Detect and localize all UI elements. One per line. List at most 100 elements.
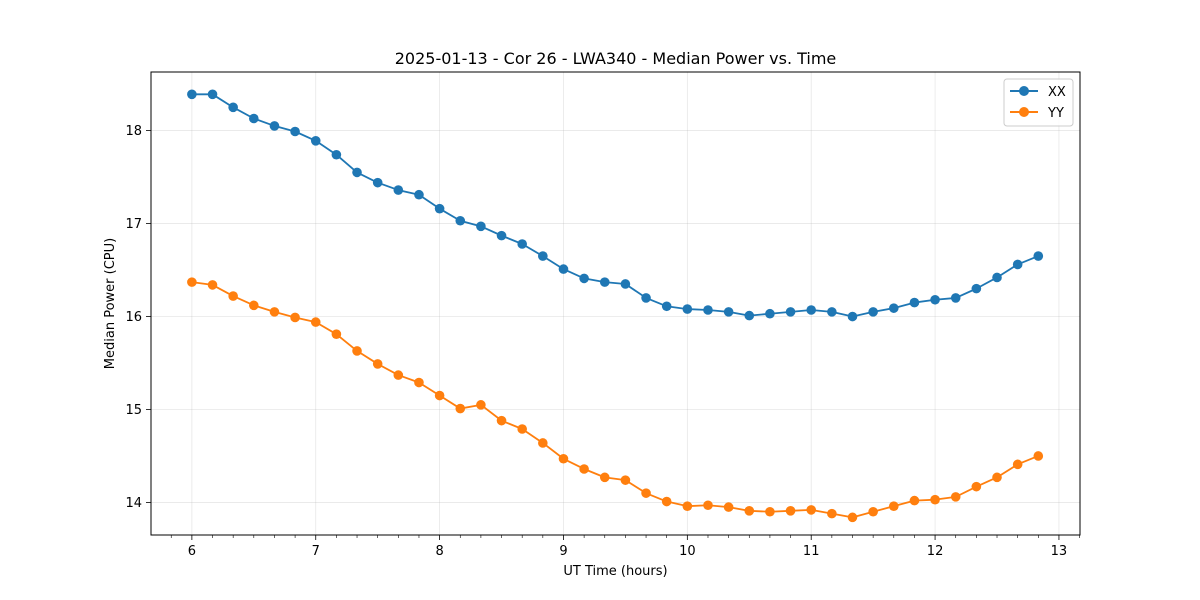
data-point-yy xyxy=(703,500,713,511)
data-point-yy xyxy=(909,495,920,506)
x-tick-label: 8 xyxy=(435,544,443,559)
data-point-xx xyxy=(703,305,713,315)
x-tick-label: 9 xyxy=(559,544,567,559)
data-point-xx xyxy=(393,185,404,195)
series-line-yy xyxy=(191,281,1039,519)
data-point-yy xyxy=(847,512,858,523)
data-point-xx xyxy=(228,102,238,113)
data-point-xx xyxy=(827,307,837,317)
legend-label-yy: YY xyxy=(1047,106,1064,121)
data-point-xx xyxy=(455,215,466,226)
data-point-yy xyxy=(249,300,259,311)
data-point-yy xyxy=(744,506,755,516)
data-point-xx xyxy=(1012,259,1023,270)
data-point-xx xyxy=(930,294,940,305)
data-point-yy xyxy=(228,291,238,301)
data-point-yy xyxy=(868,506,878,517)
data-point-xx xyxy=(207,89,218,100)
data-point-xx xyxy=(310,136,321,146)
data-point-yy xyxy=(538,438,548,448)
data-point-xx xyxy=(187,89,197,100)
data-point-xx xyxy=(971,283,982,294)
data-point-yy xyxy=(372,359,383,369)
y-tick-label: 16 xyxy=(125,310,142,325)
grid xyxy=(151,72,1080,535)
data-point-xx xyxy=(620,279,631,289)
data-point-xx xyxy=(765,308,775,319)
data-point-yy xyxy=(599,472,610,483)
y-tick-label: 18 xyxy=(125,124,142,139)
data-point-xx xyxy=(352,167,362,178)
data-point-xx xyxy=(1033,251,1044,261)
y-tick-label: 14 xyxy=(125,496,142,511)
data-point-xx xyxy=(661,301,672,312)
data-point-yy xyxy=(352,346,362,356)
data-point-yy xyxy=(207,280,218,290)
data-point-yy xyxy=(393,370,404,380)
legend-marker-xx xyxy=(1019,86,1029,96)
legend-marker-yy xyxy=(1019,107,1029,117)
data-point-yy xyxy=(1012,459,1023,470)
data-point-yy xyxy=(1033,451,1044,461)
data-point-xx xyxy=(269,121,280,131)
data-point-yy xyxy=(785,506,796,516)
data-point-xx xyxy=(599,277,610,287)
data-point-yy xyxy=(992,472,1002,483)
data-point-xx xyxy=(372,177,383,188)
axes: 6 7 8 9 10 11 12 13 14 15 16 17 18 xyxy=(125,124,1080,559)
data-point-xx xyxy=(517,239,527,249)
data-point-yy xyxy=(476,400,486,410)
data-point-xx xyxy=(682,304,693,314)
data-point-yy xyxy=(950,492,961,502)
data-point-xx xyxy=(909,297,920,308)
x-tick-label: 7 xyxy=(312,544,320,559)
x-tick-label: 10 xyxy=(679,544,696,559)
chart-title: 2025-01-13 - Cor 26 - LWA340 - Median Po… xyxy=(395,49,837,68)
data-point-yy xyxy=(682,501,693,511)
data-point-xx xyxy=(992,272,1002,283)
data-point-xx xyxy=(868,307,878,317)
legend: XX YY xyxy=(1003,78,1074,127)
data-point-xx xyxy=(744,310,755,321)
data-point-xx xyxy=(579,273,589,284)
data-point-yy xyxy=(579,464,589,474)
data-point-yy xyxy=(187,277,197,287)
y-tick-label: 15 xyxy=(125,403,142,418)
data-point-yy xyxy=(641,488,651,498)
data-point-xx xyxy=(847,311,858,322)
data-point-yy xyxy=(765,506,775,517)
data-point-xx xyxy=(641,293,651,303)
data-point-yy xyxy=(620,475,631,485)
y-axis-label: Median Power (CPU) xyxy=(103,238,118,369)
data-point-yy xyxy=(496,415,507,426)
series-line-xx xyxy=(191,93,1039,318)
data-point-yy xyxy=(723,502,734,512)
x-tick-label: 11 xyxy=(803,544,820,559)
x-tick-label: 6 xyxy=(188,544,196,559)
data-point-xx xyxy=(723,307,734,317)
data-point-xx xyxy=(414,189,424,200)
data-point-yy xyxy=(269,307,280,317)
data-point-yy xyxy=(558,453,569,464)
data-point-yy xyxy=(661,496,672,507)
data-point-yy xyxy=(888,501,899,511)
data-point-xx xyxy=(496,230,507,241)
data-point-yy xyxy=(434,390,445,401)
data-point-xx xyxy=(290,126,300,137)
data-point-yy xyxy=(414,377,424,388)
data-point-xx xyxy=(249,113,259,124)
data-point-yy xyxy=(310,317,321,327)
x-tick-label: 13 xyxy=(1051,544,1068,559)
x-tick-label: 12 xyxy=(927,544,944,559)
data-point-xx xyxy=(476,221,486,232)
data-point-xx xyxy=(785,307,796,317)
data-point-yy xyxy=(827,508,837,519)
data-point-xx xyxy=(538,251,548,261)
x-axis-label: UT Time (hours) xyxy=(563,564,667,579)
data-point-xx xyxy=(888,303,899,313)
plot-frame xyxy=(150,71,1081,536)
data-point-yy xyxy=(930,494,940,505)
data-point-yy xyxy=(517,424,527,434)
data-point-xx xyxy=(558,264,569,274)
